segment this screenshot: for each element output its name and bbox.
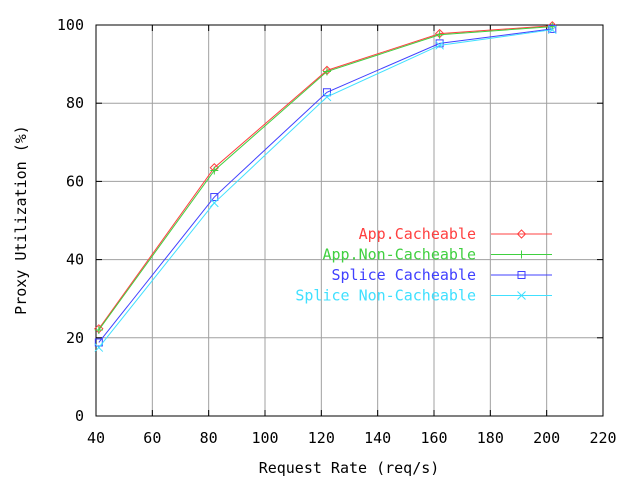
y-tick-labels: 0 20 40 60 80 100 bbox=[57, 16, 84, 425]
legend-entry: App.Cacheable bbox=[359, 225, 552, 243]
data-point bbox=[210, 166, 219, 175]
data-point bbox=[94, 343, 104, 352]
legend-marker bbox=[517, 250, 526, 259]
series-layer bbox=[94, 21, 558, 352]
plot-frame bbox=[95, 24, 604, 417]
series-3 bbox=[94, 24, 557, 347]
x-tick-label: 200 bbox=[533, 429, 560, 447]
x-tick-label: 160 bbox=[420, 429, 447, 447]
x-tick-label: 180 bbox=[477, 429, 504, 447]
y-tick-label: 100 bbox=[57, 16, 84, 34]
legend: App.Cacheable App.Non-Cacheable Splice Cac… bbox=[295, 225, 552, 305]
data-point bbox=[322, 67, 331, 76]
y-axis-label: Proxy Utilization (%) bbox=[12, 125, 30, 315]
data-point bbox=[435, 40, 444, 50]
data-point bbox=[322, 92, 332, 102]
legend-entry: App.Non-Cacheable bbox=[322, 246, 552, 264]
data-point bbox=[547, 25, 557, 35]
legend-label: App.Non-Cacheable bbox=[322, 246, 476, 264]
series-line bbox=[98, 28, 553, 343]
legend-label: Splice Cacheable bbox=[332, 266, 477, 284]
x-tick-label: 80 bbox=[200, 429, 218, 447]
legend-entry: Splice Non-Cacheable bbox=[295, 287, 552, 305]
x-axis-label: Request Rate (req/s) bbox=[259, 459, 440, 477]
legend-marker bbox=[516, 229, 527, 239]
x-tick-label: 120 bbox=[308, 429, 335, 447]
data-point bbox=[209, 198, 219, 208]
legend-label: App.Cacheable bbox=[359, 225, 476, 243]
y-tick-label: 40 bbox=[66, 251, 84, 269]
y-tick-label: 80 bbox=[66, 94, 84, 112]
x-tick-label: 140 bbox=[364, 429, 391, 447]
x-tick-label: 60 bbox=[143, 429, 161, 447]
data-point bbox=[435, 30, 444, 39]
x-tick-label: 100 bbox=[251, 429, 278, 447]
legend-marker bbox=[517, 271, 526, 279]
grid bbox=[96, 25, 603, 416]
x-tick-label: 40 bbox=[87, 429, 105, 447]
data-point bbox=[435, 39, 444, 48]
y-tick-label: 60 bbox=[66, 172, 84, 190]
series-4 bbox=[94, 25, 557, 352]
legend-marker bbox=[517, 291, 526, 300]
data-point bbox=[94, 325, 103, 334]
data-point bbox=[548, 24, 557, 33]
axis-ticks bbox=[95, 24, 604, 417]
data-point bbox=[322, 88, 331, 97]
legend-entry: Splice Cacheable bbox=[332, 266, 552, 284]
x-tick-labels: 40 60 80 100 120 140 160 180 200 220 bbox=[87, 429, 617, 447]
y-tick-label: 0 bbox=[75, 407, 84, 425]
data-point bbox=[210, 193, 219, 202]
legend-label: Splice Non-Cacheable bbox=[295, 287, 476, 305]
y-tick-label: 20 bbox=[66, 329, 84, 347]
x-tick-label: 220 bbox=[589, 429, 616, 447]
